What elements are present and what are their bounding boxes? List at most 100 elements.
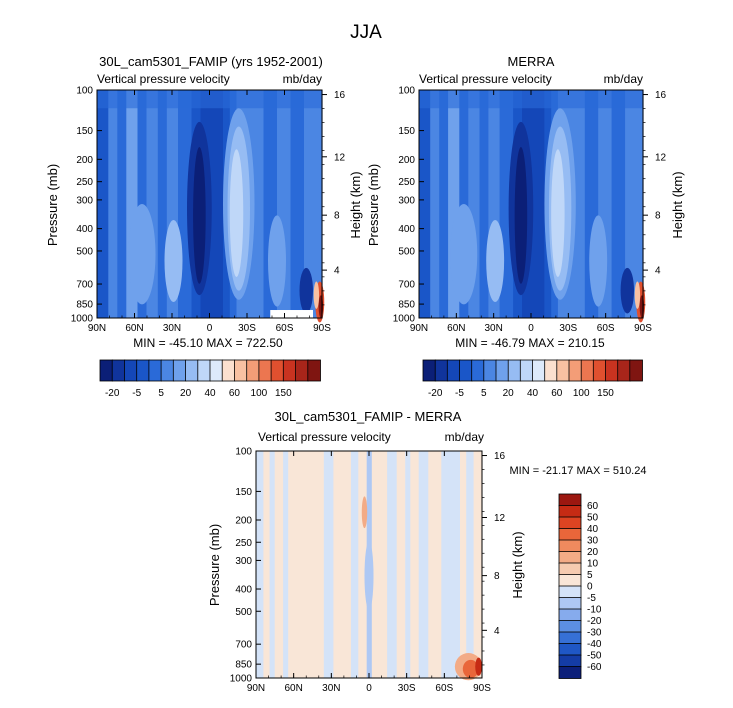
panel-diff-colorbar-label: 40 xyxy=(587,524,599,535)
panel-merra-colorbar-label: -5 xyxy=(455,388,464,399)
panel-diff-title: 30L_cam5301_FAMIP - MERRA xyxy=(275,409,462,424)
panel-merra-colorbar-swatch xyxy=(495,359,510,382)
panel-merra-y-tick-label: 850 xyxy=(398,300,415,311)
panel-merra: MERRA Vertical pressure velocity mb/day … xyxy=(366,54,685,399)
panel-diff-y-tick-label: 400 xyxy=(235,585,252,596)
panel-diff-colorbar-label: 0 xyxy=(587,582,593,593)
panel-model-colorbar-swatch xyxy=(185,359,199,382)
panel-merra-colorbar-label: 40 xyxy=(527,388,539,399)
panel-model-y-tick-label: 250 xyxy=(76,177,93,188)
panel-model-colorbar-swatch xyxy=(282,359,297,382)
panel-model: 30L_cam5301_FAMIP (yrs 1952-2001) Vertic… xyxy=(45,54,363,399)
panel-merra-y-tick-label: 150 xyxy=(398,126,415,137)
panel-model-colorbar-label: 5 xyxy=(158,388,164,399)
panel-diff-y-tick-label: 250 xyxy=(235,538,252,549)
panel-model-y-right-tick-label: 4 xyxy=(334,266,340,277)
panel-model-y-tick-label: 100 xyxy=(76,86,93,97)
panel-merra-x-tick-label: 90N xyxy=(410,323,428,334)
panel-diff-colorbar-swatch xyxy=(558,493,582,507)
panel-model-x-tick-label: 60S xyxy=(276,323,294,334)
panel-model-x-tick-label: 60N xyxy=(125,323,143,334)
panel-model-x-tick-label: 0 xyxy=(207,323,213,334)
panel-diff-x-tick-label: 60N xyxy=(284,683,302,694)
panel-merra-x-tick-label: 60S xyxy=(597,323,615,334)
panel-diff-x-tick-label: 0 xyxy=(366,683,372,694)
panel-diff-colorbar-label: -10 xyxy=(587,605,602,616)
panel-merra-colorbar-swatch xyxy=(434,359,449,382)
panel-diff-subtitle-left: Vertical pressure velocity xyxy=(258,430,391,444)
panel-merra-colorbar-swatch xyxy=(556,359,570,382)
panel-diff-y-tick-label: 100 xyxy=(235,447,252,458)
panel-merra-y-tick-label: 100 xyxy=(398,86,415,97)
panel-merra-subtitle-right: mb/day xyxy=(604,72,643,86)
panel-diff-colorbar-swatch xyxy=(558,654,582,668)
panel-diff-colorbar-label: 50 xyxy=(587,513,599,524)
panel-merra-colorbar-swatch xyxy=(422,359,437,382)
panel-merra-stats: MIN = -46.79 MAX = 210.15 xyxy=(455,336,605,350)
panel-diff-colorbar-swatch xyxy=(558,597,582,610)
panel-diff-colorbar-label: 10 xyxy=(587,559,599,570)
panel-diff-x-tick-label: 90S xyxy=(473,683,491,694)
panel-merra-colorbar-swatch xyxy=(459,359,473,382)
panel-model-colorbar-swatch xyxy=(295,359,309,382)
panel-merra-colorbar-label: 5 xyxy=(481,388,487,399)
panel-model-colorbar-swatch xyxy=(246,359,260,382)
panel-model-subtitle-right: mb/day xyxy=(283,72,322,86)
panel-merra-y-tick-label: 1000 xyxy=(393,314,416,325)
panel-diff-y-right-tick-label: 12 xyxy=(494,513,506,524)
panel-model-y-tick-label: 300 xyxy=(76,195,93,206)
panel-diff-colorbar-swatch xyxy=(558,505,582,518)
panel-model-field xyxy=(97,90,325,323)
panel-model-y-tick-label: 500 xyxy=(76,246,93,257)
page-title: JJA xyxy=(350,22,382,43)
panel-merra-colorbar-swatch xyxy=(532,359,546,382)
panel-model-colorbar-swatch xyxy=(160,359,175,382)
panel-model-y-right-tick-label: 12 xyxy=(334,152,346,163)
panel-model-colorbar-swatch xyxy=(270,359,285,382)
panel-model-colorbar-swatch xyxy=(124,359,138,382)
panel-diff-colorbar-swatch xyxy=(558,528,582,541)
panel-diff-colorbar-swatch xyxy=(558,539,582,553)
panel-merra-x-tick-label: 90S xyxy=(634,323,652,334)
panel-model-colorbar-swatch xyxy=(148,359,162,382)
panel-model-colorbar-swatch xyxy=(233,359,248,382)
panel-diff-colorbar-swatch xyxy=(558,666,582,679)
panel-merra-y-tick-label: 500 xyxy=(398,246,415,257)
panel-model-colorbar-swatch xyxy=(209,359,224,382)
panel-diff-y-tick-label: 500 xyxy=(235,607,252,618)
panel-model-ylabel-right: Height (km) xyxy=(348,171,363,238)
panel-diff-y-tick-label: 700 xyxy=(235,640,252,651)
panel-model-y-tick-label: 850 xyxy=(76,300,93,311)
panel-diff-axes: 90N 60N 30N 0 30S 60S 90S 100 150 200 250 300 400 500… xyxy=(230,447,506,695)
panel-merra-colorbar-swatch xyxy=(617,359,631,382)
panel-model-colorbar-swatch xyxy=(99,359,114,382)
panel-diff-colorbar-label: 5 xyxy=(587,570,593,581)
panel-merra-y-right-tick-label: 16 xyxy=(655,90,667,101)
panel-diff: 30L_cam5301_FAMIP - MERRA Vertical press… xyxy=(207,409,646,694)
panel-model-ylabel: Pressure (mb) xyxy=(45,164,60,246)
panel-merra-colorbar-swatch xyxy=(483,359,497,382)
panel-diff-y-right-tick-label: 4 xyxy=(494,626,500,637)
panel-diff-colorbar-label: 30 xyxy=(587,536,599,547)
panel-model-x-tick-label: 90N xyxy=(88,323,106,334)
panel-diff-colorbar-label: 60 xyxy=(587,501,599,512)
panel-model-colorbar-label: -5 xyxy=(132,388,141,399)
panel-model-y-tick-label: 200 xyxy=(76,155,93,166)
panel-model-stats: MIN = -45.10 MAX = 722.50 xyxy=(133,336,283,350)
panel-merra-ylabel: Pressure (mb) xyxy=(366,164,381,246)
panel-diff-y-tick-label: 300 xyxy=(235,556,252,567)
panel-model-colorbar-label: 60 xyxy=(229,388,241,399)
panel-merra-y-tick-label: 300 xyxy=(398,195,415,206)
panel-diff-x-tick-label: 60S xyxy=(435,683,453,694)
panel-diff-colorbar-swatch xyxy=(558,516,582,530)
panel-diff-colorbar-label: -20 xyxy=(587,616,602,627)
panel-diff-x-tick-label: 30S xyxy=(398,683,416,694)
panel-diff-colorbar-label: -30 xyxy=(587,628,602,639)
panel-model-colorbar-label: 150 xyxy=(275,388,292,399)
panel-merra-colorbar-swatch xyxy=(629,359,643,382)
panel-merra-field xyxy=(419,90,646,323)
panel-merra-colorbar-swatch xyxy=(446,359,461,382)
panel-diff-x-tick-label: 30N xyxy=(322,683,340,694)
panel-diff-ylabel-right: Height (km) xyxy=(510,531,525,598)
panel-model-y-tick-label: 700 xyxy=(76,280,93,291)
